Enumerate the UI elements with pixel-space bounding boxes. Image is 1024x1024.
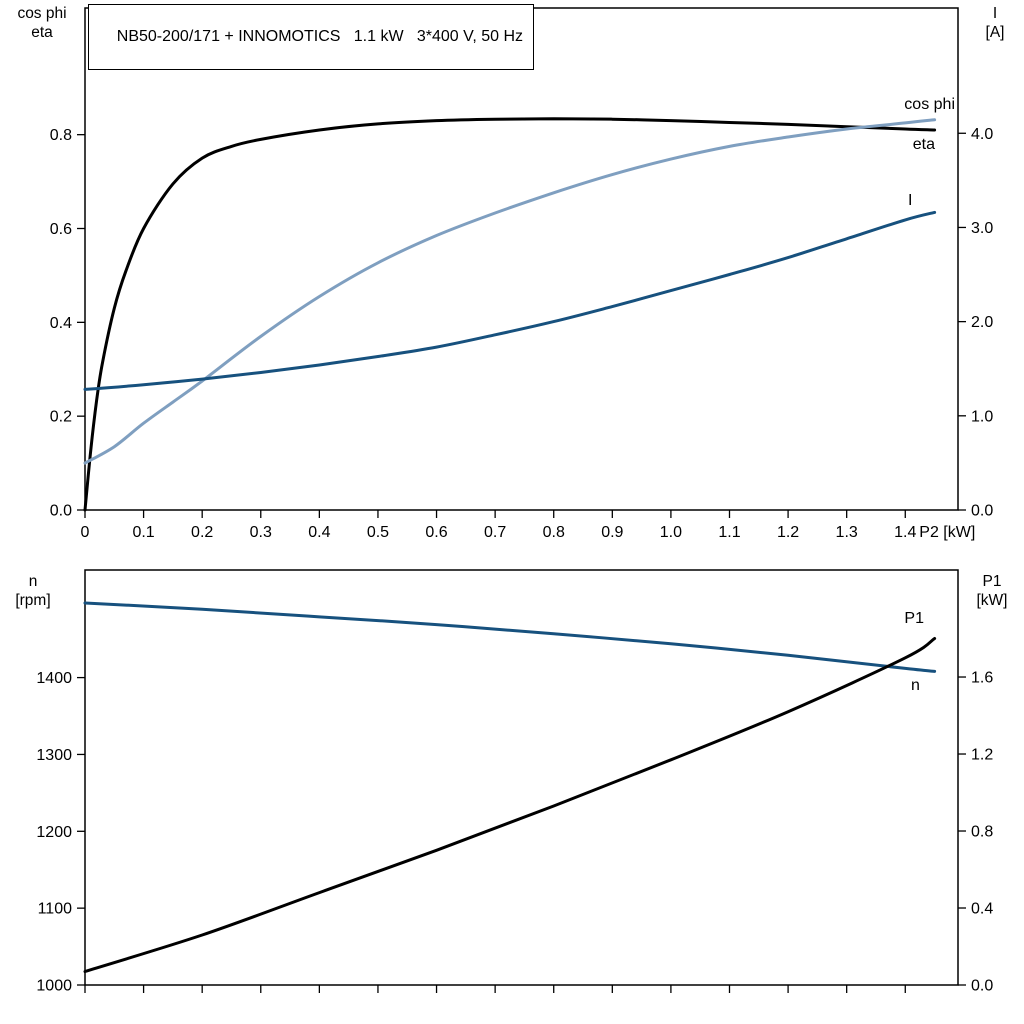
plot-frame <box>84 569 959 986</box>
y-right-tick-label: 0.4 <box>971 901 993 918</box>
curve-P1 <box>83 637 937 973</box>
axis-label-p1: P1 <box>982 573 1002 590</box>
bottom-right-axis-label: P1 [kW] <box>964 572 1020 610</box>
y-left-tick-label: 0.6 <box>50 221 72 238</box>
curve-eta <box>83 117 937 512</box>
axis-label-speed: n <box>28 573 38 590</box>
axis-label-speed-unit: [rpm] <box>15 592 51 609</box>
y-right-tick-label: 2.0 <box>971 314 993 331</box>
y-right-tick-label: 0.8 <box>971 824 993 841</box>
top-right-axis-label: I [A] <box>970 4 1020 42</box>
axis-label-current: I <box>992 5 998 22</box>
curve-label-n: n <box>911 677 920 694</box>
axis-label-p1-unit: [kW] <box>976 592 1008 609</box>
x-tick-label: 0.2 <box>191 524 213 541</box>
x-tick-label: 0.5 <box>367 524 389 541</box>
y-right-tick-label: 0.0 <box>971 978 993 995</box>
curve-label-I: I <box>908 192 912 209</box>
y-left-tick-label: 1300 <box>36 747 72 764</box>
curve-label-P1: P1 <box>904 610 924 627</box>
y-left-tick-label: 0.4 <box>50 315 72 332</box>
x-tick-label: 0.1 <box>132 524 154 541</box>
plot-frame <box>84 7 959 511</box>
chart-title: NB50-200/171 + INNOMOTICS 1.1 kW 3*400 V… <box>116 28 524 45</box>
y-left-tick-label: 0.0 <box>50 503 72 520</box>
y-left-tick-label: 0.8 <box>50 127 72 144</box>
y-left-tick-label: 1000 <box>36 978 72 995</box>
y-left-tick-label: 0.2 <box>50 409 72 426</box>
y-right-tick-label: 1.2 <box>971 747 993 764</box>
y-left-tick-label: 1100 <box>38 901 73 918</box>
y-left-tick-label: 1200 <box>36 824 72 841</box>
x-tick-label: 0.3 <box>250 524 272 541</box>
curve-cos-phi <box>83 118 937 465</box>
curve-I <box>83 210 937 391</box>
y-left-tick-label: 1400 <box>36 670 72 687</box>
x-tick-label: 1.1 <box>718 524 740 541</box>
y-right-tick-label: 1.0 <box>971 408 993 425</box>
axis-label-cos-phi: cos phi <box>17 5 67 22</box>
bottom-left-axis-label: n [rpm] <box>2 572 64 610</box>
y-right-tick-label: 1.6 <box>971 670 993 687</box>
x-axis-unit-label: P2 [kW] <box>919 524 975 541</box>
curve-label-cos-phi: cos phi <box>904 96 955 113</box>
x-tick-label: 0.4 <box>308 524 330 541</box>
x-tick-label: 0.8 <box>543 524 565 541</box>
chart-title-box: NB50-200/171 + INNOMOTICS 1.1 kW 3*400 V… <box>88 4 535 70</box>
curve-label-eta: eta <box>913 136 935 153</box>
x-tick-label: 1.3 <box>836 524 858 541</box>
y-right-tick-label: 4.0 <box>971 126 993 143</box>
axis-label-current-unit: [A] <box>985 24 1005 41</box>
y-right-tick-label: 0.0 <box>971 503 993 520</box>
x-tick-label: 0.9 <box>601 524 623 541</box>
y-right-tick-label: 3.0 <box>971 220 993 237</box>
x-tick-label: 0.7 <box>484 524 506 541</box>
x-tick-label: 0.6 <box>425 524 447 541</box>
curve-n <box>83 601 937 673</box>
axis-label-eta: eta <box>31 24 53 41</box>
x-tick-label: 1.2 <box>777 524 799 541</box>
x-tick-label: 1.4 <box>894 524 916 541</box>
x-tick-label: 1.0 <box>660 524 682 541</box>
top-left-axis-label: cos phi eta <box>4 4 80 42</box>
x-tick-label: 0 <box>81 524 90 541</box>
